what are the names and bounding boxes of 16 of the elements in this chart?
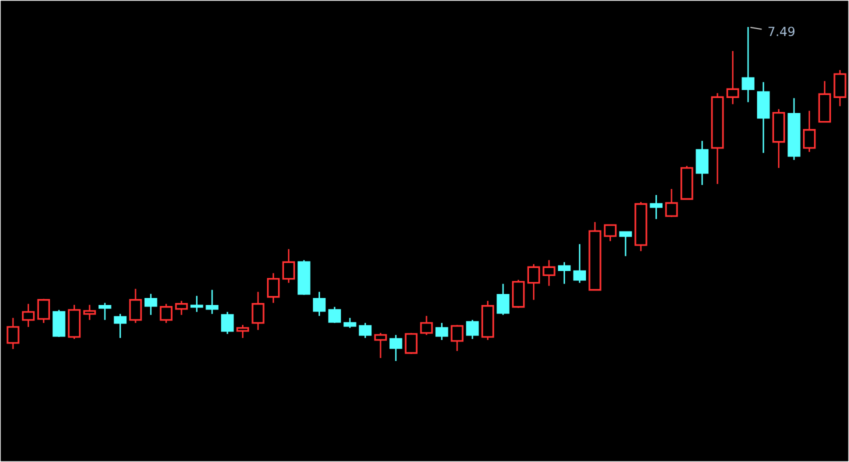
candlestick: [558, 261, 571, 285]
candlestick: [22, 303, 35, 328]
candlestick: [696, 140, 708, 186]
candlestick: [312, 291, 326, 317]
candlestick: [802, 110, 816, 153]
candlestick: [650, 194, 663, 220]
candlestick: [206, 289, 218, 315]
annotation: 7.49: [768, 26, 794, 36]
candlestick: [83, 304, 96, 321]
candlestick: [267, 272, 280, 304]
candlestick: [726, 50, 740, 105]
candlestick: [282, 248, 296, 284]
candlestick: [757, 81, 770, 154]
candlestick: [772, 108, 786, 169]
candlestick: [190, 295, 204, 313]
candlestick: [742, 26, 754, 103]
